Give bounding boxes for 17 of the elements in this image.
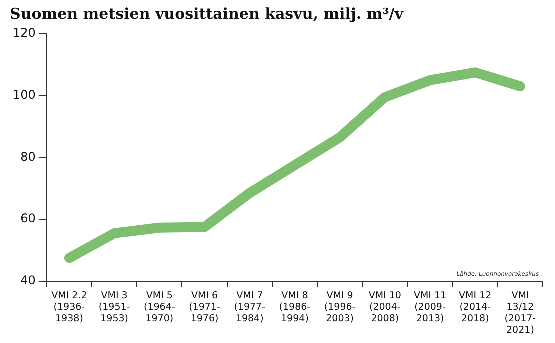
x-tick-label: VMI 8 (1986- 1994) [279,290,311,324]
x-tick-label: VMI 11 (2009- 2013) [414,290,447,324]
x-tick-label: VMI 2.2 (1936- 1938) [52,290,88,324]
chart-title: Suomen metsien vuosittainen kasvu, milj. m³/v [10,4,405,23]
x-tick-label: VMI 13/12 (2017- 2021) [504,290,536,336]
y-tick-label: 60 [20,212,36,226]
x-tick-label: VMI 6 (1971- 1976) [189,290,220,324]
y-tick-label: 100 [13,88,36,102]
y-tick-label: 40 [20,274,36,288]
x-tick-label: VMI 9 (1996- 2003) [324,290,356,324]
x-tick-label: VMI 10 (2004- 2008) [368,290,402,324]
y-tick-label: 80 [20,150,36,164]
x-tick-label: VMI 7 (1977- 1984) [234,290,266,324]
x-tick-label: VMI 3 (1951- 1953) [98,290,130,324]
x-tick-label: VMI 12 (2014- 2018) [459,290,492,324]
x-tick-label: VMI 5 (1964- 1970) [144,290,176,324]
y-tick-label: 120 [13,26,36,40]
